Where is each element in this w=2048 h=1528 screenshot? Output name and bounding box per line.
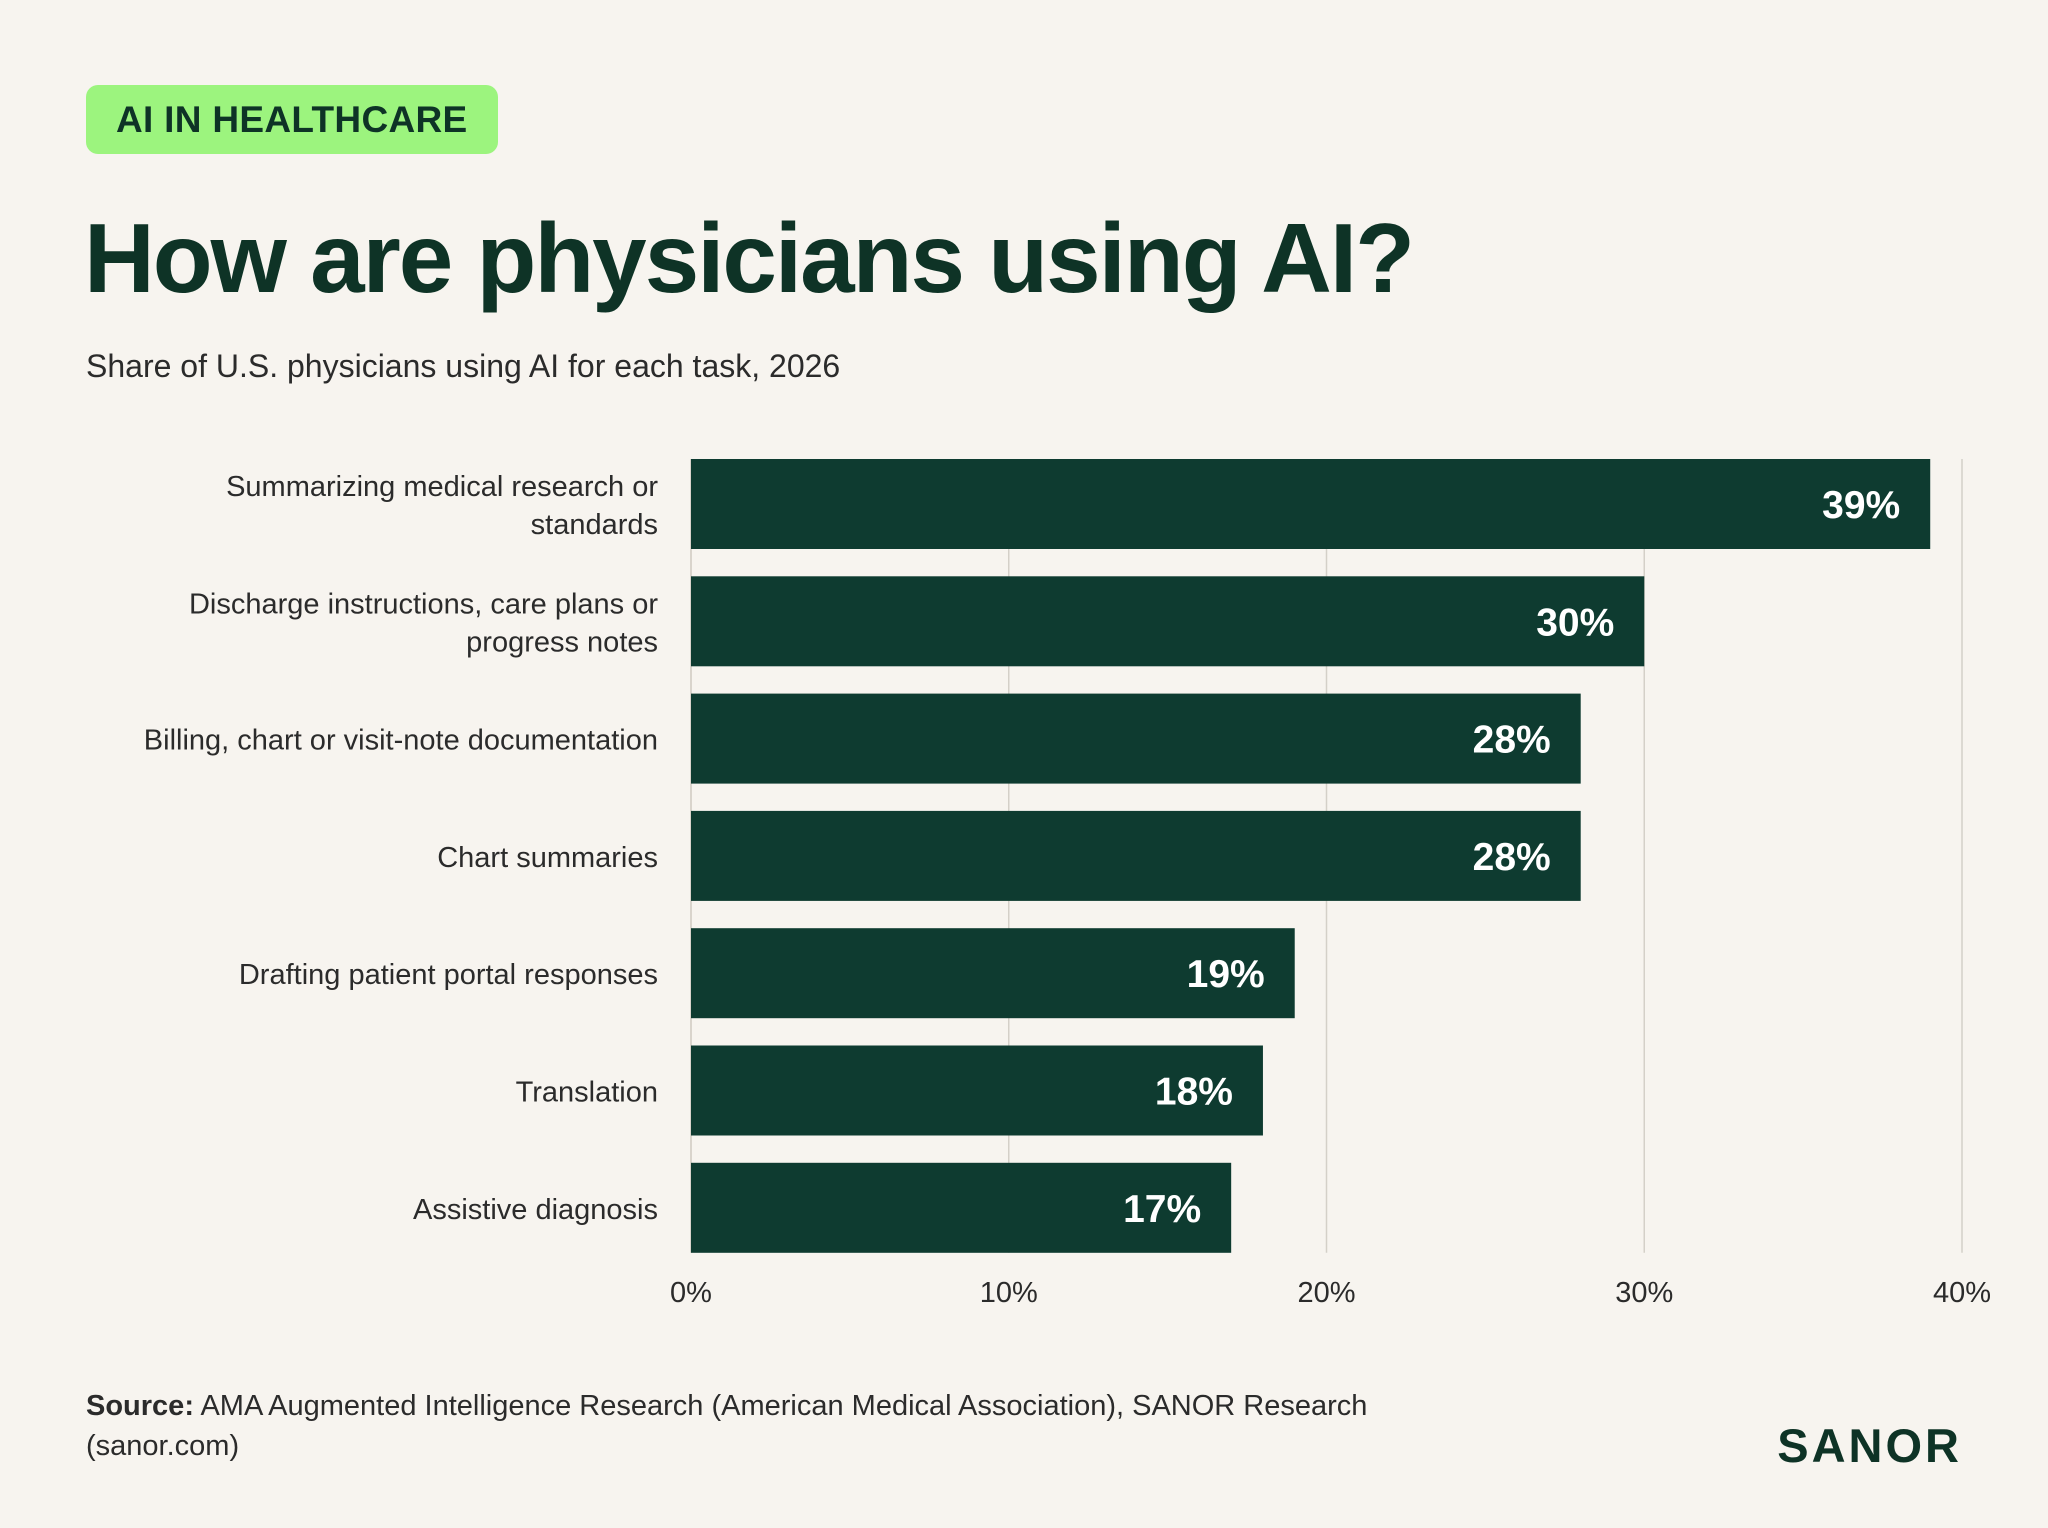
category-label: Summarizing medical research or bbox=[226, 471, 658, 503]
category-label: standards bbox=[531, 509, 658, 541]
bar bbox=[691, 693, 1581, 784]
category-label: Assistive diagnosis bbox=[413, 1194, 658, 1226]
x-tick-label: 40% bbox=[1933, 1277, 1991, 1309]
category-label: Chart summaries bbox=[437, 842, 658, 874]
chart-subtitle: Share of U.S. physicians using AI for ea… bbox=[86, 348, 841, 384]
data-label: 39% bbox=[1822, 484, 1900, 527]
x-tick-label: 20% bbox=[1297, 1277, 1355, 1309]
source-label: Source: bbox=[86, 1390, 194, 1422]
bar bbox=[691, 810, 1581, 901]
chart-title: How are physicians using AI? bbox=[84, 203, 1415, 313]
category-tag: AI IN HEALTHCARE bbox=[86, 85, 498, 154]
data-label: 30% bbox=[1536, 601, 1614, 644]
source-text: AMA Augmented Intelligence Research (Ame… bbox=[86, 1390, 1368, 1462]
bar-chart: 39% Summarizing medical research or standa… bbox=[144, 459, 1991, 1309]
bar bbox=[691, 1162, 1232, 1253]
data-label: 17% bbox=[1123, 1188, 1201, 1231]
bar bbox=[691, 1045, 1263, 1136]
brand-logo: SANOR bbox=[1777, 1419, 1962, 1472]
x-tick-label: 10% bbox=[980, 1277, 1038, 1309]
category-label: Discharge instructions, care plans or bbox=[189, 588, 658, 620]
data-label: 28% bbox=[1473, 719, 1551, 762]
bar bbox=[691, 459, 1931, 549]
data-label: 28% bbox=[1473, 836, 1551, 879]
data-label: 19% bbox=[1187, 953, 1265, 996]
x-tick-label: 0% bbox=[670, 1277, 712, 1309]
category-label: Drafting patient portal responses bbox=[239, 959, 658, 991]
x-tick-label: 30% bbox=[1615, 1277, 1673, 1309]
category-label: progress notes bbox=[466, 626, 658, 658]
category-label: Billing, chart or visit-note documentati… bbox=[144, 725, 658, 757]
data-label: 18% bbox=[1155, 1071, 1233, 1114]
bar bbox=[691, 576, 1645, 667]
source-note: Source: AMA Augmented Intelligence Resea… bbox=[86, 1386, 1486, 1466]
category-label: Translation bbox=[516, 1077, 658, 1109]
bar bbox=[691, 928, 1295, 1019]
